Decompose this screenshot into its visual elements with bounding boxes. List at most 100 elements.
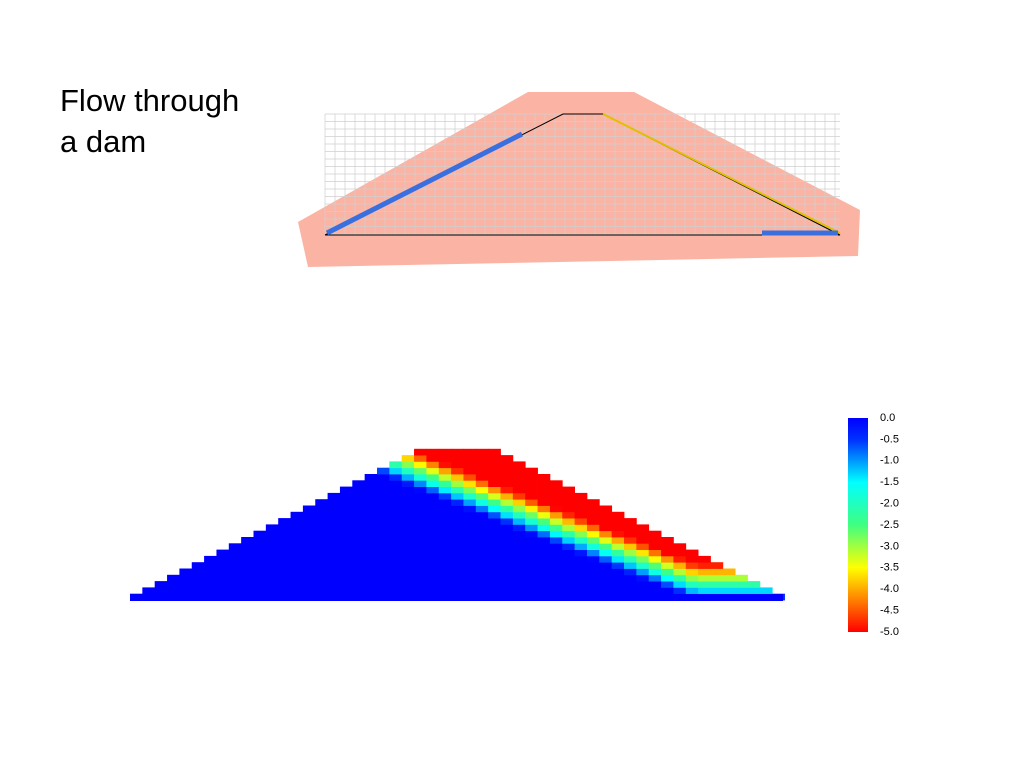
heat-cell	[661, 587, 674, 595]
heat-cell	[549, 480, 563, 487]
heat-cell	[648, 543, 662, 550]
heat-cell	[241, 587, 254, 595]
colorbar-label: -1.5	[880, 476, 899, 488]
heat-cell	[426, 537, 440, 544]
heat-cell	[685, 549, 699, 557]
heat-cell	[451, 581, 464, 588]
heat-cell	[290, 574, 304, 582]
colorbar-label: 0.0	[880, 412, 895, 424]
heat-cell	[525, 587, 538, 595]
heat-cell	[438, 486, 452, 494]
heat-cell	[549, 562, 563, 569]
heat-cell	[611, 543, 625, 550]
heat-cell	[586, 518, 600, 525]
heat-cell	[747, 581, 761, 588]
heat-cell	[228, 549, 242, 557]
heat-cell	[364, 530, 378, 538]
heat-cell	[488, 530, 501, 538]
heat-cell	[586, 555, 600, 563]
heat-cell	[154, 581, 168, 588]
heat-cell	[722, 568, 736, 576]
heat-cell	[475, 549, 489, 557]
heat-cell	[315, 555, 328, 563]
heat-cell	[537, 518, 551, 525]
heat-cell	[389, 574, 403, 582]
heat-cell	[562, 562, 575, 569]
heat-cell	[537, 568, 551, 576]
heat-cell	[537, 587, 551, 595]
heat-cell	[512, 524, 526, 532]
heat-cell	[599, 511, 613, 519]
heat-cell	[278, 524, 291, 532]
heat-cell	[290, 518, 304, 525]
heat-cell	[253, 581, 267, 588]
heat-cell	[611, 518, 625, 525]
heat-cell	[377, 492, 390, 500]
heat-cell	[586, 568, 600, 576]
heat-cell	[315, 543, 328, 550]
heat-cell	[488, 455, 501, 462]
heat-cell	[673, 568, 687, 576]
heat-cell	[315, 537, 328, 544]
heat-cell	[451, 474, 464, 481]
heat-cell	[661, 574, 674, 582]
heat-cell	[562, 568, 575, 576]
heat-cell	[414, 543, 427, 550]
heat-cell	[389, 530, 403, 538]
heat-cell	[438, 562, 452, 569]
heat-cell	[142, 587, 156, 595]
heat-cell	[525, 499, 538, 506]
heat-cell	[624, 518, 637, 525]
heat-cell	[389, 505, 403, 513]
heat-cell	[377, 480, 390, 487]
heat-cell	[673, 574, 687, 582]
heat-cell	[377, 505, 390, 513]
heat-cell	[364, 568, 378, 576]
heat-cell	[315, 574, 328, 582]
heat-cell	[463, 499, 477, 506]
heat-cell	[537, 499, 551, 506]
heat-cell	[537, 555, 551, 563]
heat-cell	[673, 555, 687, 563]
heat-cell	[216, 555, 230, 563]
heat-cell	[228, 562, 242, 569]
heat-cell	[401, 524, 415, 532]
heat-cell	[475, 480, 489, 487]
heat-cell	[327, 511, 341, 519]
heat-cell	[339, 581, 353, 588]
heat-cell	[438, 511, 452, 519]
heat-cell	[451, 562, 464, 569]
heat-cell	[475, 499, 489, 506]
heat-cell	[463, 543, 477, 550]
heat-cell	[327, 492, 341, 500]
heat-cell	[500, 518, 514, 525]
heat-cell	[586, 543, 600, 550]
heat-cell	[389, 461, 403, 469]
heat-cell	[685, 581, 699, 588]
heat-cell	[624, 568, 637, 576]
heat-cell	[599, 524, 613, 532]
heat-cell	[426, 505, 440, 513]
heat-cell	[512, 461, 526, 469]
heat-cell	[574, 530, 588, 538]
heat-cell	[438, 537, 452, 544]
heat-cell	[500, 480, 514, 487]
heat-cell	[377, 467, 390, 475]
heat-cell	[488, 562, 501, 569]
heat-cell	[339, 562, 353, 569]
heat-cell	[451, 467, 464, 475]
heat-cell	[586, 499, 600, 506]
heat-cell	[438, 581, 452, 588]
heat-cell	[451, 499, 464, 506]
heat-cell	[377, 524, 390, 532]
heat-cell	[488, 555, 501, 563]
heat-cell	[216, 574, 230, 582]
heat-cell	[426, 587, 440, 595]
heat-cell	[599, 587, 613, 595]
heat-cell	[512, 518, 526, 525]
heat-cell	[302, 581, 316, 588]
heat-cell	[241, 537, 254, 544]
heat-cell	[389, 549, 403, 557]
heat-cell	[537, 574, 551, 582]
